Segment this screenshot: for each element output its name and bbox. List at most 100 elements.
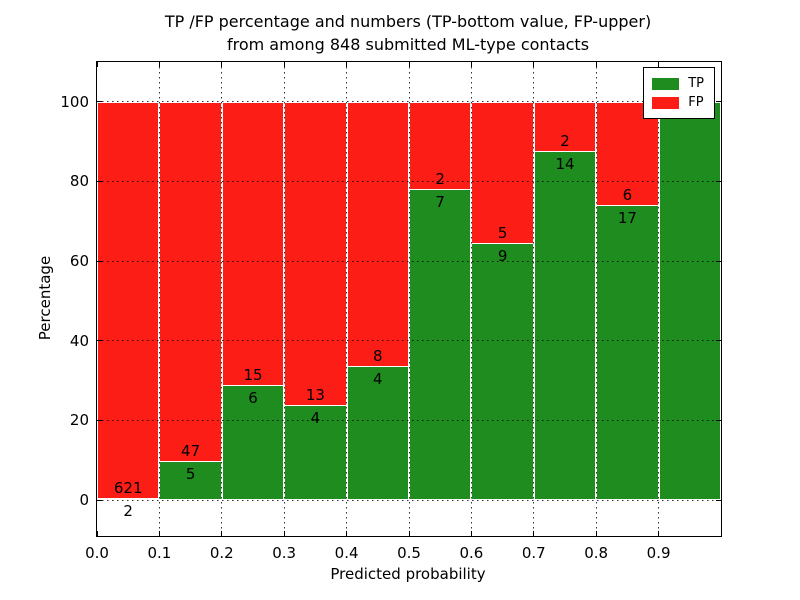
gridline-vertical	[595, 62, 597, 536]
x-tick-mark	[158, 62, 160, 67]
fp-count-label: 13	[305, 386, 325, 405]
tp-bar-segment	[533, 151, 597, 501]
y-tick-mark	[716, 180, 721, 182]
y-tick-label: 60	[69, 252, 89, 271]
y-tick-mark	[716, 101, 721, 103]
y-tick-mark	[716, 419, 721, 421]
fp-legend-label: FP	[688, 94, 704, 110]
gridline-horizontal	[97, 180, 721, 182]
x-tick-mark	[408, 531, 410, 536]
fp-bar-segment	[221, 101, 285, 387]
x-tick-mark	[408, 62, 410, 67]
chart-title: TP /FP percentage and numbers (TP-bottom…	[96, 10, 720, 56]
fp-bar-segment	[97, 101, 160, 499]
y-tick-mark	[716, 260, 721, 262]
x-tick-label: 0.9	[646, 544, 671, 562]
x-axis-label: Predicted probability	[330, 565, 486, 583]
x-tick-mark	[158, 531, 160, 536]
tp-bar-segment	[596, 205, 659, 501]
tp-count-label: 5	[185, 464, 196, 483]
x-tick-mark	[595, 531, 597, 536]
chart-title-line2: from among 848 submitted ML-type contact…	[226, 35, 590, 54]
x-tick-mark	[658, 62, 660, 67]
x-tick-mark	[595, 62, 597, 67]
y-tick-label: 20	[69, 411, 89, 430]
fp-count-label: 47	[181, 441, 201, 460]
gridline-vertical	[158, 62, 160, 536]
x-tick-mark	[470, 62, 472, 67]
gridline-horizontal	[97, 260, 721, 262]
fp-count-label: 15	[243, 366, 263, 385]
fp-count-label: 2	[435, 170, 445, 189]
x-tick-label: 0.6	[459, 544, 484, 562]
tp-bar-segment	[159, 461, 222, 501]
gridline-vertical	[470, 62, 472, 536]
y-tick-mark	[97, 180, 102, 182]
tp-count-label: 6	[248, 389, 258, 408]
y-tick-mark	[97, 499, 102, 501]
fp-count-label: 6	[622, 185, 633, 204]
tp-bar-segment	[221, 386, 285, 501]
tp-bar-segment	[409, 190, 472, 501]
gridline-vertical	[283, 62, 285, 536]
y-tick-mark	[716, 340, 721, 342]
x-tick-mark	[96, 62, 98, 67]
y-tick-mark	[97, 260, 102, 262]
tp-bar-segment	[346, 367, 409, 501]
x-tick-label: 0.1	[147, 544, 172, 562]
gridline-vertical	[658, 62, 660, 536]
y-tick-mark	[97, 101, 102, 103]
x-tick-label: 0.2	[209, 544, 234, 562]
legend: TP FP	[643, 67, 715, 119]
gridline-horizontal	[97, 101, 721, 103]
fp-bar-segment	[471, 101, 534, 245]
fp-bar-segment	[533, 101, 597, 152]
x-tick-label: 0.8	[584, 544, 609, 562]
fp-bar-segment	[159, 101, 222, 462]
chart-title-line1: TP /FP percentage and numbers (TP-bottom…	[164, 12, 652, 31]
x-tick-label: 0.0	[85, 544, 109, 562]
y-tick-mark	[97, 419, 102, 421]
fp-count-label: 621	[113, 478, 143, 497]
x-tick-label: 0.7	[521, 544, 546, 562]
x-tick-mark	[346, 531, 348, 536]
x-tick-mark	[283, 62, 285, 67]
x-tick-label: 0.3	[272, 544, 297, 562]
tp-count-label: 9	[497, 247, 508, 266]
y-tick-label: 100	[60, 92, 89, 111]
y-tick-mark	[97, 340, 102, 342]
legend-entry-tp: TP	[652, 74, 704, 93]
fp-count-label: 8	[373, 347, 383, 366]
gridline-vertical	[346, 62, 348, 536]
x-tick-mark	[533, 531, 535, 536]
tp-count-label: 4	[310, 409, 321, 428]
x-tick-mark	[96, 531, 98, 536]
tp-count-label: 2	[123, 501, 133, 520]
tp-bar-segment	[471, 244, 534, 501]
x-tick-mark	[658, 531, 660, 536]
fp-bar-segment	[346, 101, 409, 368]
x-tick-mark	[470, 531, 472, 536]
tp-count-label: 7	[435, 193, 445, 212]
y-tick-label: 0	[79, 491, 89, 510]
y-tick-label: 80	[69, 172, 89, 191]
tp-count-label: 17	[617, 208, 637, 227]
fp-legend-swatch	[652, 96, 680, 109]
tp-legend-swatch	[652, 77, 680, 90]
gridline-horizontal	[97, 419, 721, 421]
fp-bar-segment	[284, 101, 347, 407]
y-tick-mark	[716, 499, 721, 501]
gridline-vertical	[533, 62, 535, 536]
tp-bar-segment	[97, 498, 160, 501]
x-tick-mark	[221, 531, 223, 536]
x-tick-mark	[346, 62, 348, 67]
tp-legend-label: TP	[688, 75, 704, 91]
gridline-vertical	[221, 62, 223, 536]
x-tick-label: 0.5	[397, 544, 421, 562]
x-tick-mark	[221, 62, 223, 67]
tp-count-label: 4	[373, 370, 383, 389]
tp-bar-segment	[658, 101, 721, 501]
x-tick-label: 0.4	[334, 544, 359, 562]
fp-count-label: 2	[560, 131, 570, 150]
